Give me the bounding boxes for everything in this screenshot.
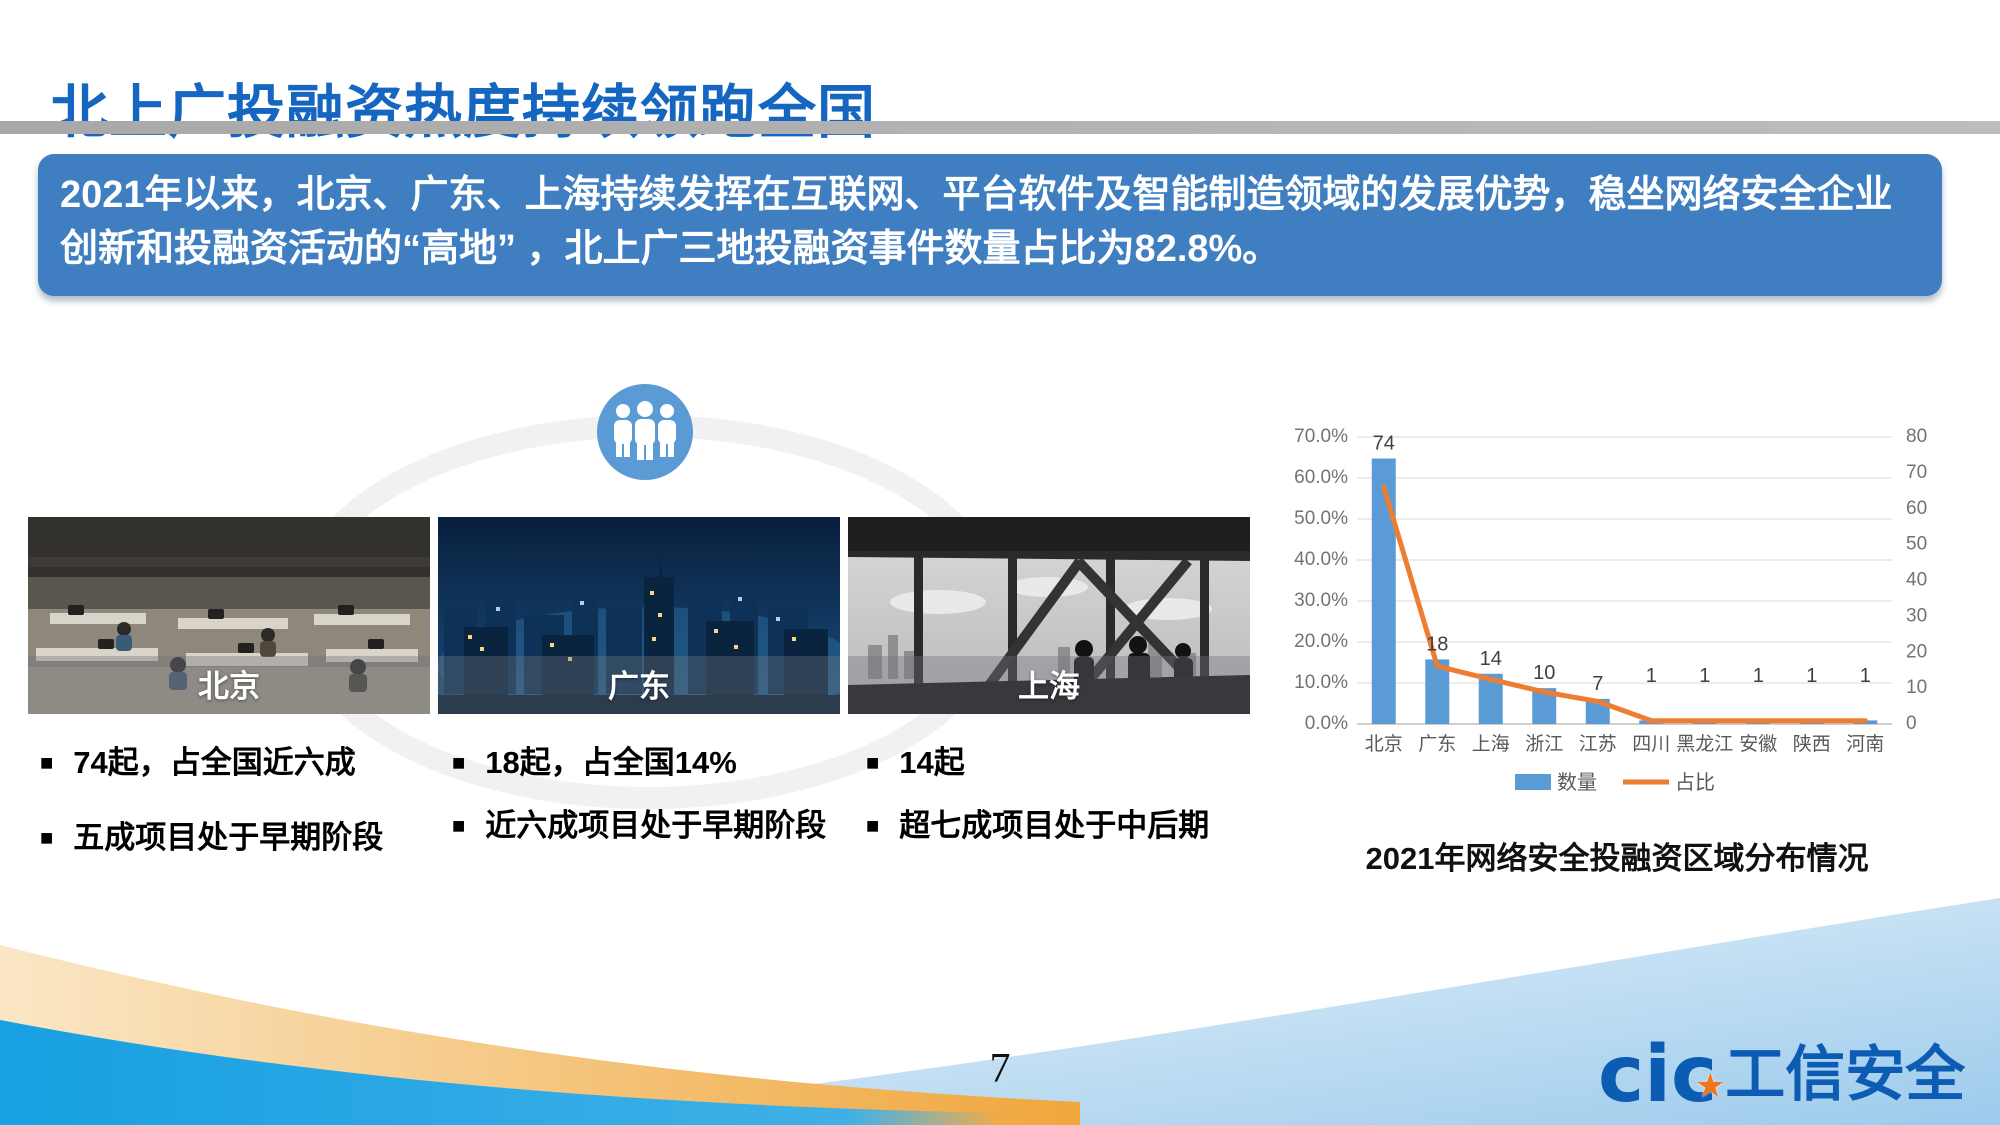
svg-text:黑龙江: 黑龙江	[1676, 733, 1733, 755]
svg-text:20.0%: 20.0%	[1294, 631, 1348, 652]
bullet-text: 18起，占全国14%	[485, 745, 737, 780]
logo-cic-mark: cic	[1598, 1030, 1718, 1120]
svg-text:40: 40	[1906, 570, 1927, 591]
caption-band	[438, 656, 840, 714]
svg-text:占比: 占比	[1675, 771, 1715, 794]
svg-text:0.0%: 0.0%	[1305, 713, 1348, 734]
square-bullet-icon: ■	[866, 750, 880, 775]
bright-blue-wave	[0, 1020, 1000, 1125]
people-icon	[597, 384, 693, 480]
shanghai-caption: 上海	[1018, 669, 1080, 704]
svg-text:0: 0	[1906, 713, 1917, 734]
bullet-text: 近六成项目处于早期阶段	[485, 807, 827, 843]
svg-text:10: 10	[1533, 662, 1555, 684]
bullet-text: 74起，占全国近六成	[73, 745, 356, 780]
beijing-bullet-list: ■ 74起，占全国近六成 ■ 五成项目处于早期阶段	[40, 740, 436, 889]
svg-text:江苏: 江苏	[1579, 733, 1617, 755]
people-icon-glyph	[614, 401, 676, 460]
square-bullet-icon: ■	[452, 812, 466, 838]
beijing-photo-art	[28, 517, 430, 714]
svg-text:50: 50	[1906, 534, 1927, 555]
cic-logo: cic ★ 工信安全	[1598, 1036, 1965, 1114]
guangdong-photo: 广东	[438, 517, 840, 714]
svg-text:陕西: 陕西	[1793, 733, 1831, 755]
guangdong-bullet-list: ■ 18起，占全国14% ■ 近六成项目处于早期阶段	[452, 740, 848, 865]
bullet-text: 五成项目处于早期阶段	[73, 819, 384, 855]
svg-text:1: 1	[1753, 665, 1764, 687]
list-item: ■ 14起	[866, 740, 1262, 787]
svg-text:70.0%: 70.0%	[1294, 426, 1348, 447]
svg-text:7: 7	[1592, 673, 1603, 695]
svg-text:10.0%: 10.0%	[1294, 672, 1348, 693]
logo-star-icon: ★	[1695, 1067, 1726, 1105]
list-item: ■ 18起，占全国14%	[452, 740, 848, 787]
svg-text:60.0%: 60.0%	[1294, 467, 1348, 488]
svg-text:50.0%: 50.0%	[1294, 508, 1348, 529]
guangdong-photo-art	[438, 517, 840, 714]
square-bullet-icon: ■	[866, 812, 880, 838]
svg-text:河南: 河南	[1846, 733, 1884, 755]
svg-text:18: 18	[1426, 633, 1448, 655]
svg-text:广东: 广东	[1418, 733, 1456, 755]
svg-text:14: 14	[1480, 648, 1502, 670]
chart-caption: 2021年网络安全投融资区域分布情况	[1365, 841, 1869, 876]
svg-text:浙江: 浙江	[1525, 733, 1563, 755]
svg-text:40.0%: 40.0%	[1294, 549, 1348, 570]
combo-chart-svg: 0.0% 10.0% 20.0% 30.0% 40.0% 50.0% 60.0% 70.0% 0…	[1294, 426, 1927, 794]
summary-banner: 2021年以来，北京、广东、上海持续发挥在互联网、平台软件及智能制造领域的发展优…	[38, 154, 1942, 296]
logo-text: 工信安全	[1725, 1041, 1966, 1108]
svg-text:1: 1	[1860, 665, 1871, 687]
svg-text:四川: 四川	[1632, 734, 1670, 755]
summary-text: 2021年以来，北京、广东、上海持续发挥在互联网、平台软件及智能制造领域的发展优…	[60, 174, 1893, 270]
svg-text:20: 20	[1906, 641, 1927, 662]
page-number: 7	[989, 1046, 1011, 1092]
beijing-photo: 北京	[28, 517, 430, 714]
square-bullet-icon: ■	[40, 824, 54, 850]
region-distribution-chart: 0.0% 10.0% 20.0% 30.0% 40.0% 50.0% 60.0% 70.0% 0…	[1272, 412, 1962, 878]
list-item: ■ 近六成项目处于早期阶段	[452, 803, 848, 850]
svg-text:1: 1	[1806, 665, 1817, 687]
beijing-caption: 北京	[198, 669, 260, 704]
svg-text:30.0%: 30.0%	[1294, 590, 1348, 611]
square-bullet-icon: ■	[452, 750, 466, 775]
shanghai-photo-art	[848, 517, 1250, 714]
svg-text:30: 30	[1906, 605, 1927, 626]
svg-text:数量: 数量	[1557, 771, 1597, 794]
list-item: ■ 五成项目处于早期阶段	[40, 815, 436, 862]
svg-text:1: 1	[1699, 665, 1710, 687]
chart-plot-area: 0.0% 10.0% 20.0% 30.0% 40.0% 50.0% 60.0% 70.0% 0…	[1272, 412, 1962, 817]
guangdong-caption: 广东	[608, 669, 670, 704]
svg-text:安徽: 安徽	[1739, 733, 1777, 755]
caption-band	[848, 656, 1250, 714]
shanghai-photo: 上海	[848, 517, 1250, 714]
list-item: ■ 超七成项目处于中后期	[866, 803, 1262, 850]
svg-text:10: 10	[1906, 677, 1927, 698]
svg-text:60: 60	[1906, 498, 1927, 519]
title-divider	[0, 121, 2000, 134]
svg-text:74: 74	[1373, 433, 1395, 455]
shanghai-bullet-list: ■ 14起 ■ 超七成项目处于中后期	[866, 740, 1262, 865]
page-title: 北上广投融资热度持续领跑全国	[50, 79, 877, 145]
bullet-text: 14起	[899, 745, 965, 780]
svg-text:70: 70	[1906, 462, 1927, 483]
orange-wave	[0, 945, 1080, 1125]
svg-text:上海: 上海	[1472, 733, 1510, 755]
caption-band	[28, 656, 430, 714]
square-bullet-icon: ■	[40, 750, 54, 775]
svg-text:1: 1	[1646, 665, 1657, 687]
svg-text:北京: 北京	[1365, 733, 1403, 755]
svg-text:80: 80	[1906, 426, 1927, 447]
list-item: ■ 74起，占全国近六成	[40, 740, 436, 787]
bullet-text: 超七成项目处于中后期	[899, 807, 1210, 843]
